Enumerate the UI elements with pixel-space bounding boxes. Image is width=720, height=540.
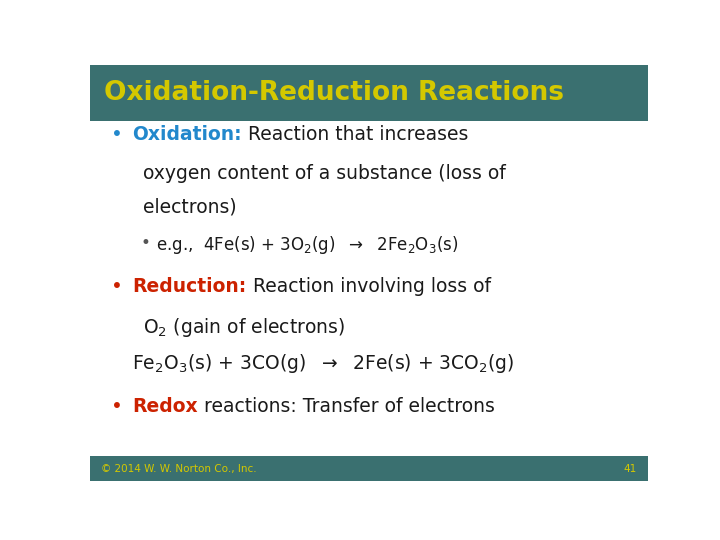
Text: Oxidation:: Oxidation: bbox=[132, 125, 242, 144]
Text: e.g.,  4Fe(s) + 3O$_2$(g)  $\rightarrow$  2Fe$_2$O$_3$(s): e.g., 4Fe(s) + 3O$_2$(g) $\rightarrow$ 2… bbox=[156, 234, 458, 256]
Text: electrons): electrons) bbox=[143, 198, 237, 217]
Text: •: • bbox=[111, 125, 123, 144]
Text: reactions: Transfer of electrons: reactions: Transfer of electrons bbox=[198, 396, 495, 416]
Text: O$_2$ (gain of electrons): O$_2$ (gain of electrons) bbox=[143, 315, 345, 339]
Text: 41: 41 bbox=[624, 463, 637, 474]
FancyBboxPatch shape bbox=[90, 121, 648, 456]
Text: Reaction involving loss of: Reaction involving loss of bbox=[247, 277, 490, 296]
Text: Oxidation-Reduction Reactions: Oxidation-Reduction Reactions bbox=[104, 80, 564, 106]
Text: © 2014 W. W. Norton Co., Inc.: © 2014 W. W. Norton Co., Inc. bbox=[101, 463, 257, 474]
Text: •: • bbox=[111, 277, 123, 296]
Text: Redox: Redox bbox=[132, 396, 198, 416]
Text: Reaction that increases: Reaction that increases bbox=[242, 125, 469, 144]
Text: oxygen content of a substance (loss of: oxygen content of a substance (loss of bbox=[143, 164, 505, 183]
Text: Fe$_2$O$_3$(s) + 3CO(g)  $\rightarrow$  2Fe(s) + 3CO$_2$(g): Fe$_2$O$_3$(s) + 3CO(g) $\rightarrow$ 2F… bbox=[132, 352, 515, 375]
Text: Reduction:: Reduction: bbox=[132, 277, 247, 296]
FancyBboxPatch shape bbox=[90, 65, 648, 121]
Text: •: • bbox=[111, 396, 123, 416]
FancyBboxPatch shape bbox=[90, 456, 648, 481]
Text: •: • bbox=[140, 234, 150, 252]
